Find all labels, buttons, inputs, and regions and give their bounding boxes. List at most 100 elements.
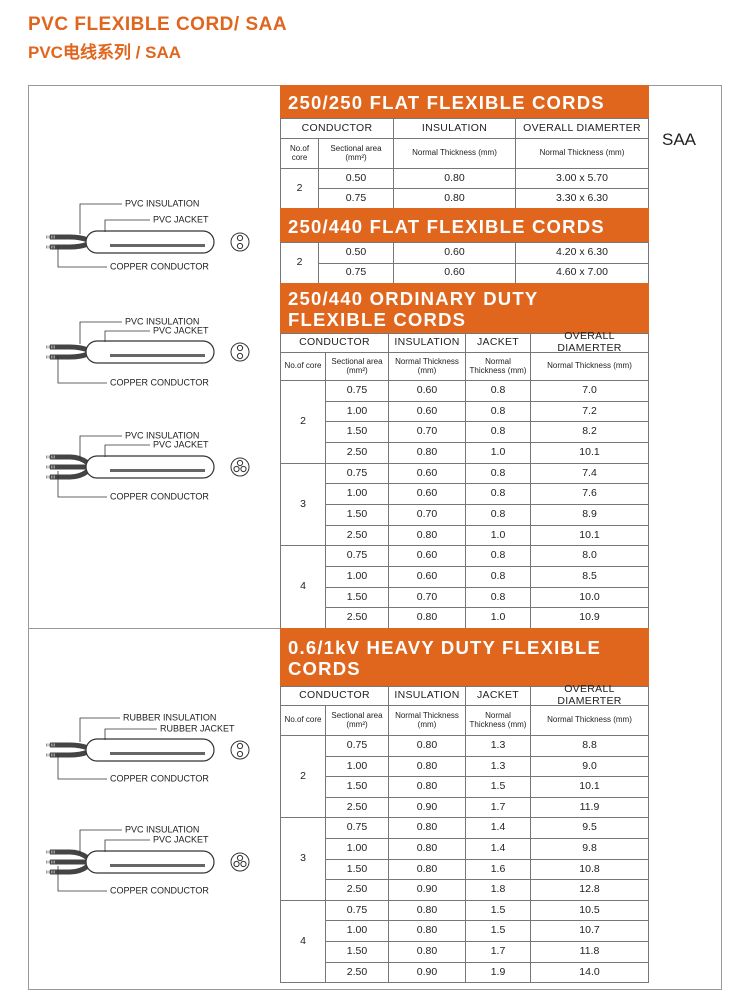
table-cell: 7.2: [530, 400, 649, 423]
cross-core: [233, 860, 240, 868]
part-label: PVC INSULATION: [125, 824, 199, 834]
table-cell: 0.80: [388, 524, 466, 547]
leader-line: [57, 356, 107, 384]
table-cell: 3.30 x 6.30: [515, 188, 649, 209]
sub-header: Normal Thickness (mm): [530, 705, 649, 736]
table-cell: 0.75: [325, 735, 389, 757]
table-cell: 1.50: [325, 776, 389, 798]
column-header: INSULATION: [393, 118, 516, 139]
leader-line: [57, 866, 107, 892]
table-cell: 1.50: [325, 858, 389, 881]
wire: [50, 344, 89, 353]
table-cell: 0.90: [388, 961, 466, 984]
section-title: 250/440 ORDINARY DUTY FLEXIBLE CORDS: [280, 283, 649, 333]
part-label: COPPER CONDUCTOR: [110, 261, 209, 271]
table-cell: 0.80: [388, 776, 466, 798]
wire: [50, 234, 89, 243]
table-cell: 1.00: [325, 483, 389, 505]
table-cell: 1.00: [325, 400, 389, 423]
column-header: CONDUCTOR: [280, 333, 389, 353]
table-cell: 10.5: [530, 899, 649, 922]
table-cell: 0.50: [318, 168, 394, 189]
cable-body: [85, 455, 215, 479]
column-header: OVERALL DIAMERTER: [530, 684, 649, 707]
wire: [50, 468, 90, 480]
column-header: JACKET: [465, 333, 531, 353]
table-cell: 8.0: [530, 545, 649, 568]
table-cell: 0.80: [388, 858, 466, 881]
part-label: PVC JACKET: [153, 325, 209, 335]
table-cell: 0.70: [388, 504, 466, 526]
table-cell: 0.8: [465, 545, 531, 568]
table-cell: 1.6: [465, 858, 531, 881]
leader-line: [104, 330, 150, 342]
table-cell: 1.5: [465, 899, 531, 922]
cross-core: [236, 854, 244, 862]
table-cell: 2.50: [325, 607, 389, 630]
table-cell: 0.90: [388, 879, 466, 901]
wire: [50, 351, 89, 360]
table-cell: 0.8: [465, 566, 531, 588]
column-header: INSULATION: [388, 333, 466, 353]
column-header: INSULATION: [388, 686, 466, 706]
table-cell: 9.8: [530, 838, 649, 860]
table-cell: 0.75: [318, 188, 394, 209]
table-cell: 0.75: [318, 262, 394, 284]
table-cell: 1.5: [465, 776, 531, 798]
table-cell: 9.5: [530, 817, 649, 839]
part-label: PVC INSULATION: [125, 316, 199, 326]
table-cell: 0.60: [388, 566, 466, 588]
cross-core: [236, 459, 244, 467]
cable-stripe: [110, 469, 205, 472]
table-cell: 1.4: [465, 838, 531, 860]
table-cell: 1.3: [465, 755, 531, 778]
table-cell: 1.7: [465, 941, 531, 963]
table-cell: 0.8: [465, 400, 531, 423]
table-cell: 4.20 x 6.30: [515, 242, 649, 264]
cross-core: [240, 465, 247, 473]
table-cell: 0.80: [388, 442, 466, 464]
table-cell: 0.60: [393, 262, 516, 284]
part-label: RUBBER JACKET: [160, 723, 235, 733]
cable-stripe: [110, 864, 205, 867]
table-cell: 1.00: [325, 755, 389, 778]
section-title: 250/440 FLAT FLEXIBLE CORDS: [280, 208, 649, 242]
sub-header: Normal Thickness (mm): [388, 352, 466, 381]
table-cell: 1.00: [325, 838, 389, 860]
page-title: PVC FLEXIBLE CORD/ SAA: [28, 14, 288, 35]
part-label: PVC JACKET: [153, 214, 209, 224]
leader-line: [79, 321, 122, 344]
table-cell: 7.4: [530, 462, 649, 485]
table-cell: 0.70: [388, 421, 466, 443]
wire: [50, 742, 89, 751]
leader-line: [104, 728, 157, 740]
part-label: RUBBER INSULATION: [123, 712, 216, 722]
table-cell: 0.8: [465, 586, 531, 609]
cross-section: [230, 232, 250, 252]
cross-core: [236, 352, 244, 360]
table-cell: 0.80: [388, 735, 466, 757]
cross-section: [230, 740, 250, 760]
table-cell: 0.60: [388, 545, 466, 568]
table-cell: 0.75: [325, 899, 389, 922]
section-title: 250/250 FLAT FLEXIBLE CORDS: [280, 85, 649, 118]
table-cell: 0.50: [318, 242, 394, 264]
core-count: 4: [280, 545, 326, 630]
table-cell: 0.75: [325, 817, 389, 839]
part-label: COPPER CONDUCTOR: [110, 773, 209, 783]
table-cell: 0.75: [325, 380, 389, 402]
wire: [50, 849, 90, 861]
table-cell: 1.50: [325, 941, 389, 963]
leader-line: [104, 219, 150, 232]
leader-line: [79, 203, 122, 234]
sub-header: Sectional area (mm²): [325, 705, 389, 736]
table-cell: 10.1: [530, 776, 649, 798]
table-cell: 1.0: [465, 442, 531, 464]
cable-stripe: [110, 752, 205, 755]
wire: [50, 863, 90, 875]
sub-header: No.of core: [280, 705, 326, 736]
column-header: CONDUCTOR: [280, 118, 394, 139]
leader-line: [104, 839, 150, 852]
